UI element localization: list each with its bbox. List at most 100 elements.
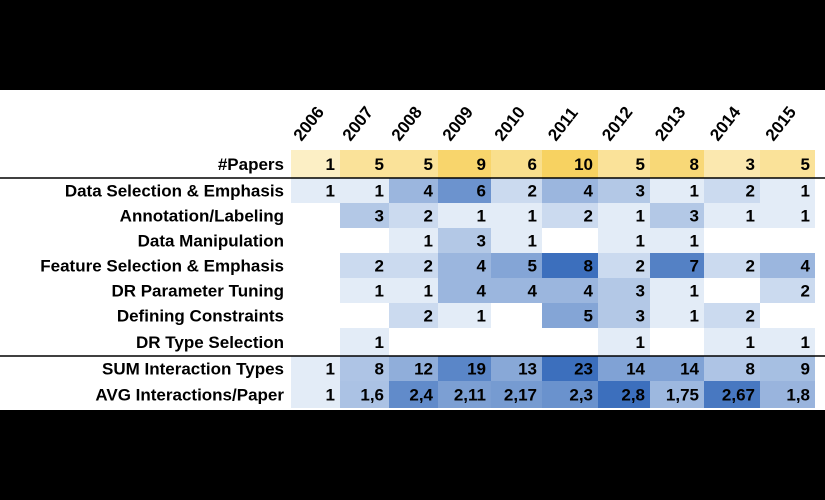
- row-annotation-labeling-label: Annotation/Labeling: [120, 207, 284, 226]
- row-sum-interaction-types-value-2009: 19: [467, 360, 486, 379]
- row-feature-selection-emphasis-label: Feature Selection & Emphasis: [40, 257, 284, 276]
- row-data-selection-emphasis-value-2006: 1: [326, 182, 335, 201]
- papers-value-2008: 5: [424, 155, 433, 174]
- row-avg-interactions-paper-cell-2011: [542, 381, 598, 408]
- papers-value-2015: 5: [801, 155, 810, 174]
- row-annotation-labeling-value-2009: 1: [477, 207, 486, 226]
- row-dr-type-selection-value-2012: 1: [636, 333, 645, 352]
- row-data-manipulation-value-2013: 1: [690, 232, 699, 251]
- row-avg-interactions-paper-label: AVG Interactions/Paper: [95, 386, 284, 405]
- row-sum-interaction-types-cell-2007: [340, 356, 389, 381]
- papers-cell-2015: [760, 150, 815, 178]
- row-feature-selection-emphasis-cell-2013: [650, 253, 704, 278]
- year-label-2010: 2010: [491, 103, 529, 145]
- row-dr-parameter-tuning-value-2007: 1: [375, 282, 384, 301]
- row-sum-interaction-types-cell-2013: [650, 356, 704, 381]
- row-avg-interactions-paper-value-2007: 1,6: [360, 386, 384, 405]
- row-data-selection-emphasis-cell-2015: [760, 178, 815, 203]
- row-annotation-labeling-cell-2010: [491, 203, 542, 228]
- row-feature-selection-emphasis-value-2008: 2: [424, 257, 433, 276]
- row-defining-constraints-cell-2011: [542, 303, 598, 328]
- row-feature-selection-emphasis-cell-2014: [704, 253, 760, 278]
- row-defining-constraints-cell-2013: [650, 303, 704, 328]
- row-sum-interaction-types-cell-2009: [438, 356, 491, 381]
- row-dr-type-selection-value-2014: 1: [746, 333, 755, 352]
- row-data-manipulation-cell-2009: [438, 228, 491, 253]
- papers-cell-2009: [438, 150, 491, 178]
- row-feature-selection-emphasis-cell-2009: [438, 253, 491, 278]
- row-feature-selection-emphasis-cell-2007: [340, 253, 389, 278]
- row-avg-interactions-paper-value-2009: 2,11: [454, 386, 486, 405]
- year-labels: 2006 2007 2008 2009 2010 2011 2012 2013 2014 2015: [290, 103, 800, 145]
- row-defining-constraints-value-2013: 1: [690, 307, 699, 326]
- row-data-selection-emphasis-value-2008: 4: [424, 182, 434, 201]
- row-data-selection-emphasis-value-2007: 1: [375, 182, 384, 201]
- row-data-selection-emphasis-cell-2008: [389, 178, 438, 203]
- row-dr-type-selection-value-2015: 1: [801, 333, 810, 352]
- row-annotation-labeling-value-2008: 2: [424, 207, 433, 226]
- papers-value-2012: 5: [636, 155, 645, 174]
- row-data-manipulation-value-2012: 1: [636, 232, 645, 251]
- row-annotation-labeling-value-2014: 1: [746, 207, 755, 226]
- row-avg-interactions-paper-cell-2007: [340, 381, 389, 408]
- row-sum-interaction-types-value-2008: 12: [414, 360, 433, 379]
- row-defining-constraints-cell-2012: [598, 303, 650, 328]
- row-dr-parameter-tuning-value-2013: 1: [690, 282, 699, 301]
- row-avg-interactions-paper-cell-2012: [598, 381, 650, 408]
- papers-cell-2011: [542, 150, 598, 178]
- row-defining-constraints-value-2009: 1: [477, 307, 486, 326]
- row-sum-interaction-types-cell-2008: [389, 356, 438, 381]
- row-annotation-labeling-value-2007: 3: [375, 207, 384, 226]
- row-annotation-labeling-cell-2009: [438, 203, 491, 228]
- papers-value-2007: 5: [375, 155, 384, 174]
- row-feature-selection-emphasis-value-2011: 8: [584, 257, 593, 276]
- row-sum-interaction-types-value-2012: 14: [626, 360, 645, 379]
- row-feature-selection-emphasis-cell-2015: [760, 253, 815, 278]
- row-dr-parameter-tuning-cell-2008: [389, 278, 438, 303]
- row-sum-interaction-types-cell-2011: [542, 356, 598, 381]
- row-sum-interaction-types-cell-2010: [491, 356, 542, 381]
- row-defining-constraints-cell-2009: [438, 303, 491, 328]
- row-data-selection-emphasis-cell-2011: [542, 178, 598, 203]
- row-dr-type-selection-cell-2007: [340, 328, 389, 356]
- row-dr-parameter-tuning-cell-2012: [598, 278, 650, 303]
- papers-cell-2010: [491, 150, 542, 178]
- row-feature-selection-emphasis-value-2009: 4: [477, 257, 487, 276]
- row-feature-selection-emphasis-cell-2012: [598, 253, 650, 278]
- separator-rules: [0, 177, 825, 357]
- interaction-rows: Data Selection & Emphasis 1 1 4 6 2 4 3 1 2 1 Annot…: [40, 178, 815, 356]
- row-data-manipulation-cell-2013: [650, 228, 704, 253]
- row-avg-interactions-paper-cell-2006: [291, 381, 340, 408]
- row-dr-type-selection-label: DR Type Selection: [136, 333, 284, 352]
- row-feature-selection-emphasis-value-2014: 2: [746, 257, 755, 276]
- row-data-selection-emphasis-value-2009: 6: [477, 182, 486, 201]
- row-sum-interaction-types-value-2011: 23: [574, 360, 593, 379]
- row-dr-parameter-tuning-label: DR Parameter Tuning: [111, 282, 284, 301]
- row-avg-interactions-paper-value-2008: 2,4: [409, 386, 433, 405]
- row-dr-parameter-tuning-cell-2009: [438, 278, 491, 303]
- row-annotation-labeling-value-2013: 3: [690, 207, 699, 226]
- row-data-manipulation-value-2008: 1: [424, 232, 433, 251]
- row-sum-interaction-types-label: SUM Interaction Types: [102, 360, 284, 379]
- row-sum-interaction-types-cell-2015: [760, 356, 815, 381]
- row-defining-constraints-value-2012: 3: [636, 307, 645, 326]
- row-dr-parameter-tuning-cell-2013: [650, 278, 704, 303]
- row-defining-constraints-cell-2014: [704, 303, 760, 328]
- row-dr-parameter-tuning-cell-2011: [542, 278, 598, 303]
- row-data-selection-emphasis-cell-2007: [340, 178, 389, 203]
- row-feature-selection-emphasis-value-2010: 5: [528, 257, 537, 276]
- row-feature-selection-emphasis-value-2012: 2: [636, 257, 645, 276]
- row-dr-parameter-tuning-value-2011: 4: [584, 282, 594, 301]
- row-data-manipulation-cell-2008: [389, 228, 438, 253]
- row-avg-interactions-paper-cell-2015: [760, 381, 815, 408]
- row-sum-interaction-types-value-2006: 1: [326, 360, 335, 379]
- row-annotation-labeling-cell-2007: [340, 203, 389, 228]
- row-avg-interactions-paper-value-2015: 1,8: [786, 386, 810, 405]
- year-label-2007: 2007: [339, 103, 377, 145]
- row-sum-interaction-types-cell-2006: [291, 356, 340, 381]
- row-feature-selection-emphasis-cell-2011: [542, 253, 598, 278]
- papers-value-2011: 10: [574, 155, 593, 174]
- row-data-manipulation-value-2010: 1: [528, 232, 537, 251]
- row-feature-selection-emphasis-cell-2010: [491, 253, 542, 278]
- row-annotation-labeling-cell-2008: [389, 203, 438, 228]
